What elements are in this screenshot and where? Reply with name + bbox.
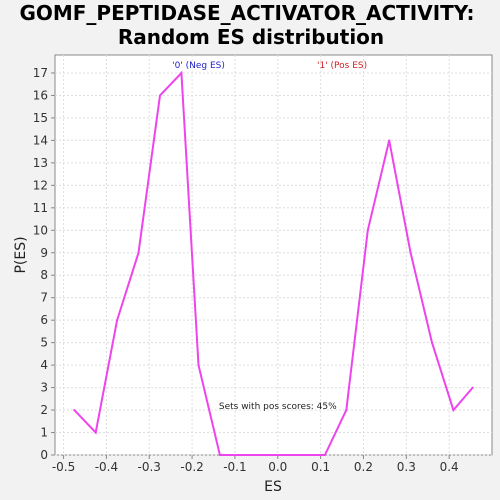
y-tick-label: 11 bbox=[33, 201, 48, 215]
data-point bbox=[345, 409, 348, 412]
data-point bbox=[218, 454, 221, 456]
data-point bbox=[388, 139, 391, 142]
data-point bbox=[261, 454, 264, 456]
y-tick-label: 14 bbox=[33, 133, 48, 147]
y-tick-label: 4 bbox=[40, 358, 48, 372]
data-point bbox=[197, 364, 200, 367]
y-axis-label: P(ES) bbox=[13, 236, 29, 273]
y-tick-label: 6 bbox=[40, 313, 48, 327]
data-point bbox=[137, 251, 140, 254]
data-point bbox=[73, 409, 76, 412]
y-tick-label: 8 bbox=[40, 268, 48, 282]
y-tick-label: 7 bbox=[40, 291, 48, 305]
x-tick-label: 0.1 bbox=[311, 460, 330, 474]
y-tick-label: 5 bbox=[40, 336, 48, 350]
y-tick-label: 2 bbox=[40, 403, 48, 417]
marker-label: '0' (Neg ES) bbox=[172, 61, 225, 71]
x-tick-label: -0.2 bbox=[180, 460, 203, 474]
data-point bbox=[180, 71, 183, 74]
data-point bbox=[431, 341, 434, 344]
data-point bbox=[366, 229, 369, 232]
plot-area bbox=[54, 54, 493, 456]
chart-title-line-2: Random ES distribution bbox=[118, 25, 384, 49]
y-tick-label: 16 bbox=[33, 88, 48, 102]
annotation-text: Sets with pos scores: 45% bbox=[219, 402, 337, 412]
data-point bbox=[158, 94, 161, 97]
y-tick-label: 3 bbox=[40, 381, 48, 395]
y-tick-label: 17 bbox=[33, 66, 48, 80]
x-axis-label: ES bbox=[264, 479, 282, 495]
series-group bbox=[73, 70, 474, 456]
data-point bbox=[240, 454, 243, 456]
data-point bbox=[409, 251, 412, 254]
x-axis-ticks: -0.5 -0.4 -0.3 -0.2 -0.1 0.0 0.1 0.2 0.3 0.4 bbox=[52, 455, 459, 474]
data-point bbox=[304, 454, 307, 456]
chart-title-line-1: GOMF_PEPTIDASE_ACTIVATOR_ACTIVITY: bbox=[19, 1, 474, 25]
x-tick-label: -0.5 bbox=[52, 460, 75, 474]
data-point bbox=[471, 386, 474, 389]
x-tick-label: -0.1 bbox=[223, 460, 246, 474]
grid bbox=[55, 55, 492, 456]
x-tick-label: -0.3 bbox=[138, 460, 161, 474]
data-point bbox=[283, 454, 286, 456]
x-tick-label: 0.2 bbox=[354, 460, 373, 474]
x-tick-label: 0.3 bbox=[397, 460, 416, 474]
data-point bbox=[116, 319, 119, 322]
y-tick-label: 9 bbox=[40, 246, 48, 260]
data-point bbox=[452, 409, 455, 412]
data-point bbox=[94, 431, 97, 434]
marker-label: '1' (Pos ES) bbox=[317, 61, 367, 71]
x-tick-label: 0.0 bbox=[268, 460, 287, 474]
x-tick-label: -0.4 bbox=[95, 460, 118, 474]
marker-labels: '0' (Neg ES) '1' (Pos ES) bbox=[172, 61, 367, 71]
y-tick-label: 1 bbox=[40, 426, 48, 440]
y-tick-label: 15 bbox=[33, 111, 48, 125]
series-line bbox=[73, 70, 474, 456]
y-tick-label: 10 bbox=[33, 223, 48, 237]
x-tick-label: 0.4 bbox=[440, 460, 459, 474]
y-tick-label: 13 bbox=[33, 156, 48, 170]
data-point bbox=[323, 454, 326, 456]
y-tick-label: 12 bbox=[33, 178, 48, 192]
y-tick-label: 0 bbox=[40, 448, 48, 462]
